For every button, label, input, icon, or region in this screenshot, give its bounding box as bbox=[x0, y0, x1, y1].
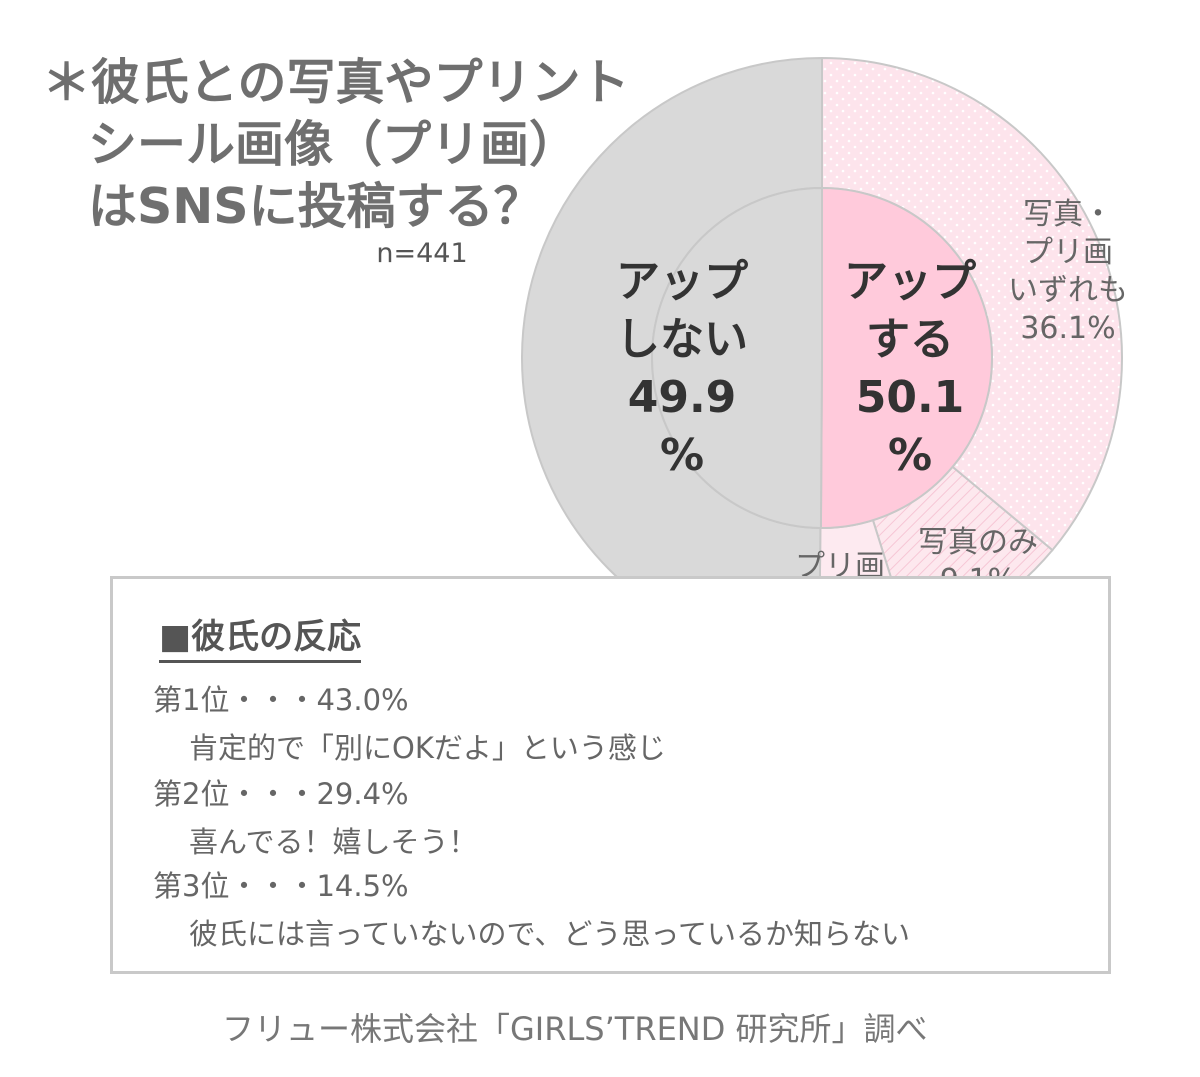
label-photo-only-line-0: 写真のみ bbox=[918, 525, 1038, 560]
label-upload-line-1: する bbox=[866, 314, 954, 365]
rank-1: 第1位・・・43.0% bbox=[153, 683, 409, 717]
label-upload-line-0: アップ bbox=[844, 256, 976, 307]
label-both-line-3: 36.1% bbox=[1020, 311, 1115, 346]
box-title: ■彼氏の反応 bbox=[159, 609, 362, 663]
label-both-line-1: プリ画 bbox=[1023, 235, 1113, 270]
label-no-upload-line-2: 49.9 bbox=[628, 372, 737, 423]
sample-size: n=441 bbox=[376, 238, 468, 269]
inner-slice-1 bbox=[650, 186, 823, 530]
rank-1-desc: 肯定的で「別にOKだよ」という感じ bbox=[189, 731, 666, 765]
label-no-upload-line-0: アップ bbox=[616, 256, 748, 307]
label-upload-line-2: 50.1 bbox=[856, 372, 965, 423]
label-both-line-0: 写真・ bbox=[1023, 197, 1113, 232]
title-line-2: シール画像（プリ画） bbox=[88, 116, 579, 173]
label-no-upload-line-3: % bbox=[660, 430, 704, 481]
label-upload: アップする 50.1% bbox=[844, 256, 976, 481]
chart-title: ＊彼氏との写真やプリント シール画像（プリ画） はSNSに投稿する？ bbox=[42, 52, 662, 238]
title-line-3: はSNSに投稿する？ bbox=[88, 178, 543, 235]
label-no-upload: アップしない 49.9% bbox=[616, 256, 748, 481]
label-upload-line-3: % bbox=[888, 430, 932, 481]
title-line-1: ＊彼氏との写真やプリント bbox=[42, 54, 630, 111]
label-both-line-2: いずれも bbox=[1008, 273, 1128, 308]
label-no-upload-line-1: しない bbox=[616, 314, 748, 365]
rank-3-desc: 彼氏には言っていないので、どう思っているか知らない bbox=[189, 917, 910, 951]
source-note: フリュー株式会社「GIRLS’TREND 研究所」調べ bbox=[222, 1010, 928, 1048]
label-both: 写真・プリ画いずれも 36.1% bbox=[1008, 197, 1128, 346]
inner-slice-0 bbox=[819, 186, 993, 529]
rank-2: 第2位・・・29.4% bbox=[153, 777, 409, 811]
rank-3: 第3位・・・14.5% bbox=[153, 869, 409, 903]
rank-2-desc: 喜んでる！嬉しそう！ bbox=[189, 825, 478, 859]
boyfriend-reaction-box: ■彼氏の反応 第1位・・・43.0% 肯定的で「別にOKだよ」という感じ 第2位… bbox=[110, 576, 1111, 974]
